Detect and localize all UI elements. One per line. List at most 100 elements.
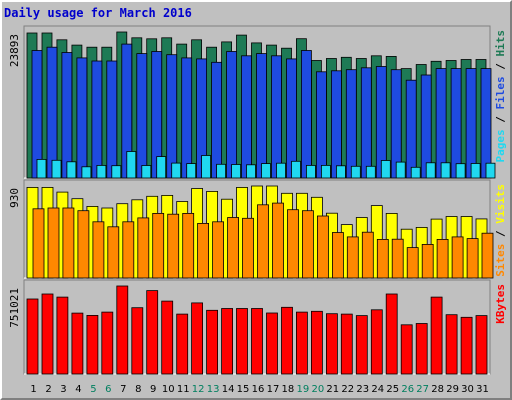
kbytes-bar-kbytes-10 — [161, 300, 174, 375]
hits-files-pages-legend-separator: / — [494, 57, 507, 77]
hits-files-pages-bar-files-19 — [300, 50, 312, 179]
kbytes-bar-kbytes-4 — [71, 312, 84, 375]
hits-files-pages-bar-pages-22 — [350, 165, 361, 179]
kbytes-bar-kbytes-23 — [355, 315, 368, 375]
hits-files-pages-bar-files-18 — [286, 58, 297, 179]
hits-files-pages-ymax-label: 23893 — [8, 34, 21, 67]
visits-sites-bar-sites-18 — [287, 209, 299, 279]
kbytes-bar-kbytes-15 — [236, 308, 248, 375]
kbytes-bar-kbytes-13 — [206, 309, 219, 375]
visits-sites-bar-sites-24 — [376, 238, 389, 279]
hits-files-pages-bar-pages-26 — [410, 166, 421, 179]
kbytes-bar-kbytes-22 — [340, 313, 353, 375]
visits-sites-legend-visits: Visits — [494, 184, 507, 224]
visits-sites-bar-sites-7 — [122, 221, 135, 279]
kbytes-bar-kbytes-12 — [191, 302, 204, 375]
hits-files-pages-bar-files-11 — [181, 57, 193, 179]
visits-sites-bar-sites-1 — [32, 208, 45, 279]
hits-files-pages-bar-files-4 — [76, 57, 88, 179]
visits-sites-bar-sites-2 — [47, 207, 60, 279]
x-tick-label-25: 25 — [386, 384, 399, 395]
hits-files-pages-bar-files-26 — [405, 79, 417, 179]
hits-files-pages-bar-pages-23 — [365, 165, 376, 179]
hits-files-pages-bar-pages-12 — [201, 155, 212, 179]
visits-sites-bar-sites-23 — [361, 231, 374, 279]
kbytes-bar-kbytes-20 — [310, 310, 323, 375]
x-tick-label-26: 26 — [401, 384, 414, 395]
chart-title: Daily usage for March 2016 — [4, 6, 192, 20]
visits-sites-bar-sites-29 — [451, 236, 464, 279]
kbytes-bar-kbytes-3 — [56, 296, 69, 375]
hits-files-pages-bar-files-20 — [315, 71, 327, 179]
visits-sites-bar-sites-3 — [62, 207, 75, 279]
visits-sites-bar-sites-16 — [257, 204, 269, 279]
hits-files-pages-bar-pages-3 — [66, 161, 77, 179]
hits-files-pages-bar-pages-31 — [485, 162, 496, 179]
hits-files-pages-bar-pages-2 — [51, 159, 62, 179]
hits-files-pages-bar-files-29 — [450, 68, 462, 179]
x-tick-label-27: 27 — [416, 384, 429, 395]
hits-files-pages-bar-pages-7 — [126, 151, 137, 179]
hits-files-pages-bar-files-1 — [31, 50, 43, 179]
kbytes-bar-kbytes-28 — [430, 296, 443, 375]
hits-files-pages-bar-files-21 — [330, 70, 342, 179]
kbytes-bar-kbytes-25 — [385, 293, 398, 375]
x-tick-label-3: 3 — [60, 384, 66, 395]
hits-files-pages-bar-pages-10 — [171, 162, 182, 179]
hits-files-pages-bar-pages-24 — [380, 160, 391, 179]
x-tick-label-1: 1 — [30, 384, 36, 395]
x-tick-label-13: 13 — [207, 384, 220, 395]
hits-files-pages-bar-pages-25 — [395, 161, 406, 179]
hits-files-pages-bar-files-23 — [360, 67, 372, 179]
visits-sites-legend-separator: / — [494, 224, 507, 244]
hits-files-pages-bar-pages-16 — [261, 163, 271, 179]
kbytes-bar-kbytes-11 — [176, 313, 189, 375]
visits-sites-legend: Sites / Visits — [494, 184, 507, 277]
visits-sites-bar-sites-19 — [301, 210, 314, 279]
x-tick-label-20: 20 — [312, 384, 325, 395]
kbytes-bar-kbytes-1 — [26, 298, 39, 375]
hits-files-pages-bar-pages-29 — [455, 163, 466, 179]
hits-files-pages-bar-pages-17 — [276, 162, 286, 179]
hits-files-pages-bar-files-28 — [435, 68, 447, 179]
visits-sites-bar-sites-6 — [107, 226, 120, 279]
x-tick-label-22: 22 — [341, 384, 354, 395]
hits-files-pages-bar-files-16 — [256, 53, 267, 179]
hits-files-pages-bar-files-6 — [106, 60, 118, 179]
hits-files-pages-bar-files-15 — [241, 55, 252, 179]
hits-files-pages-bar-pages-21 — [335, 165, 346, 179]
visits-sites-bar-sites-25 — [391, 238, 404, 279]
hits-files-pages-bar-pages-11 — [186, 163, 197, 179]
kbytes-bar-kbytes-8 — [131, 307, 144, 375]
kbytes-bar-kbytes-27 — [415, 323, 428, 375]
x-tick-label-28: 28 — [431, 384, 444, 395]
hits-files-pages-bar-files-31 — [480, 68, 492, 179]
hits-files-pages-legend-files: Files — [494, 76, 507, 109]
hits-files-pages-bar-pages-27 — [425, 162, 436, 179]
hits-files-pages-bar-pages-14 — [231, 164, 242, 179]
kbytes-bar-kbytes-24 — [370, 309, 383, 375]
x-tick-label-5: 5 — [90, 384, 96, 395]
visits-sites-ymax-label: 930 — [8, 188, 21, 208]
x-tick-label-18: 18 — [282, 384, 295, 395]
kbytes-bar-kbytes-17 — [266, 312, 278, 375]
kbytes-bar-kbytes-29 — [445, 314, 458, 375]
visits-sites-bar-sites-12 — [197, 222, 210, 279]
hits-files-pages-bar-pages-8 — [141, 165, 152, 179]
hits-files-pages-bar-files-14 — [226, 51, 238, 179]
x-tick-label-14: 14 — [222, 384, 235, 395]
kbytes-bar-kbytes-30 — [460, 316, 473, 375]
hits-files-pages-bar-pages-18 — [291, 160, 301, 179]
hits-files-pages-bar-pages-15 — [246, 164, 256, 179]
hits-files-pages-bar-pages-9 — [156, 156, 167, 179]
visits-sites-legend-sites: Sites — [494, 244, 507, 277]
x-tick-label-11: 11 — [177, 384, 190, 395]
hits-files-pages-bar-files-5 — [91, 60, 103, 179]
hits-files-pages-bar-files-8 — [136, 53, 148, 179]
visits-sites-bar-sites-15 — [242, 217, 254, 279]
kbytes-bar-kbytes-6 — [101, 311, 114, 375]
visits-sites-bar-sites-20 — [316, 215, 329, 279]
hits-files-pages-legend-pages: Pages — [494, 129, 507, 162]
x-tick-label-29: 29 — [446, 384, 459, 395]
